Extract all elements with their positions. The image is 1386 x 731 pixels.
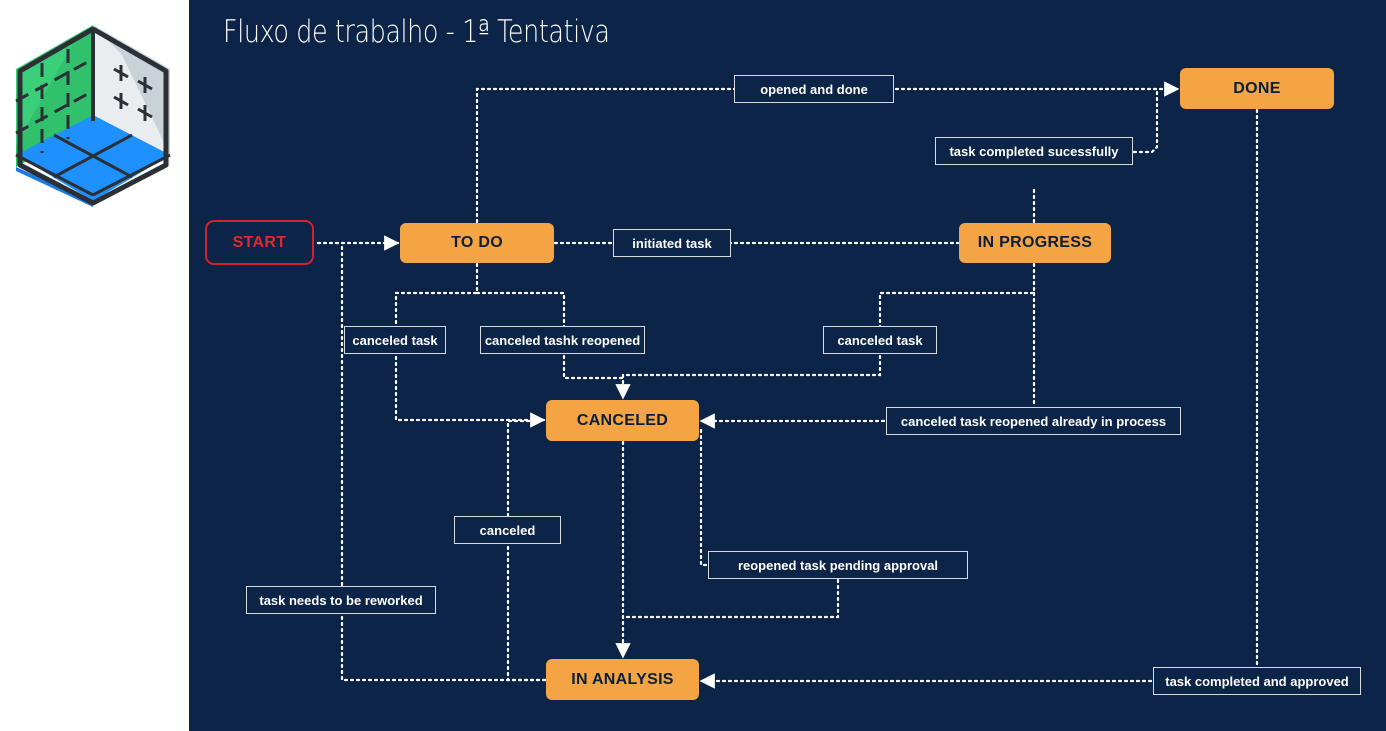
label-canceled-task-right: canceled task <box>823 326 937 354</box>
label-initiated-task: initiated task <box>613 229 731 257</box>
label-task-needs-to-be-reworked: task needs to be reworked <box>246 586 436 614</box>
node-canceled: CANCELED <box>546 400 699 441</box>
label-reopened-task-pending-approval: reopened task pending approval <box>708 551 968 579</box>
page-title: Fluxo de trabalho - 1ª Tentativa <box>223 14 610 50</box>
label-task-completed-sucessfully: task completed sucessfully <box>935 137 1133 165</box>
label-opened-and-done: opened and done <box>734 75 894 103</box>
isometric-cube-logo-icon <box>15 25 171 207</box>
node-start: START <box>205 220 314 265</box>
connector-todo-canceled-left <box>394 262 546 428</box>
connector-analysis-rework <box>340 241 547 682</box>
connector-done-to-analysis <box>701 108 1259 681</box>
connector-analysis-canceled <box>506 419 547 682</box>
label-task-completed-and-approved: task completed and approved <box>1153 667 1361 695</box>
connector-todo-to-done <box>475 81 1180 224</box>
label-canceled-task-left: canceled task <box>344 326 446 354</box>
connector-inprogress-to-done <box>1032 87 1159 224</box>
connector-canceled-pending-approval <box>621 428 840 619</box>
connector-todo-canceled-reopened <box>475 291 625 380</box>
label-canceled-task-reopened-already-in-process: canceled task reopened already in proces… <box>886 407 1181 435</box>
sidebar-panel <box>0 0 189 731</box>
label-canceled: canceled <box>454 516 561 544</box>
label-canceled-tashk-reopened: canceled tashk reopened <box>480 326 645 354</box>
node-in-analysis: IN ANALYSIS <box>546 659 699 700</box>
node-done: DONE <box>1180 68 1334 109</box>
node-todo: TO DO <box>400 223 554 263</box>
node-in-progress: IN PROGRESS <box>959 223 1111 263</box>
